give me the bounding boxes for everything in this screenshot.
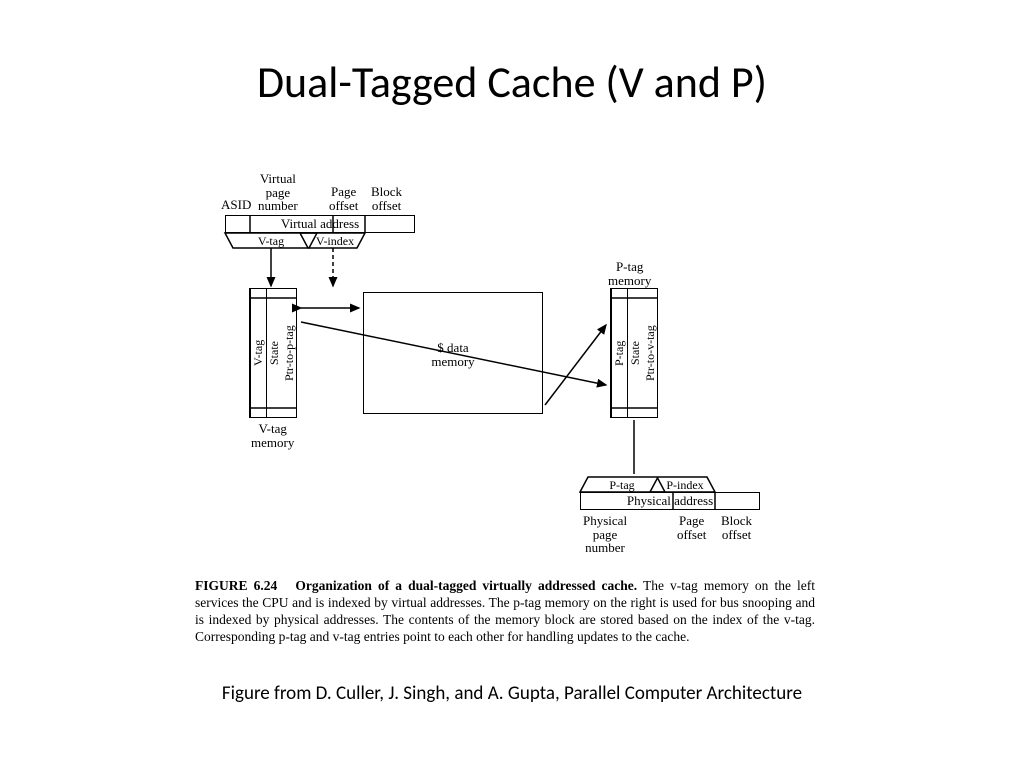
caption-title: Organization of a dual-tagged virtually … <box>295 578 637 593</box>
figure-caption: FIGURE 6.24 Organization of a dual-tagge… <box>195 578 815 646</box>
pa-trap-ptag: P-tag <box>609 478 634 492</box>
attribution: Figure from D. Culler, J. Singh, and A. … <box>0 682 1024 705</box>
pa-trap-pindex: P-index <box>666 478 703 492</box>
caption-lead: FIGURE 6.24 <box>195 578 277 593</box>
diagram-lines: V-tag V-index P-tag P-index <box>195 160 815 580</box>
va-trap-vindex: V-index <box>316 234 354 248</box>
diagram-stage: ASID Virtual page number Page offset Blo… <box>195 160 815 580</box>
page-title: Dual-Tagged Cache (V and P) <box>0 55 1024 109</box>
va-trap-vtag: V-tag <box>258 234 284 248</box>
